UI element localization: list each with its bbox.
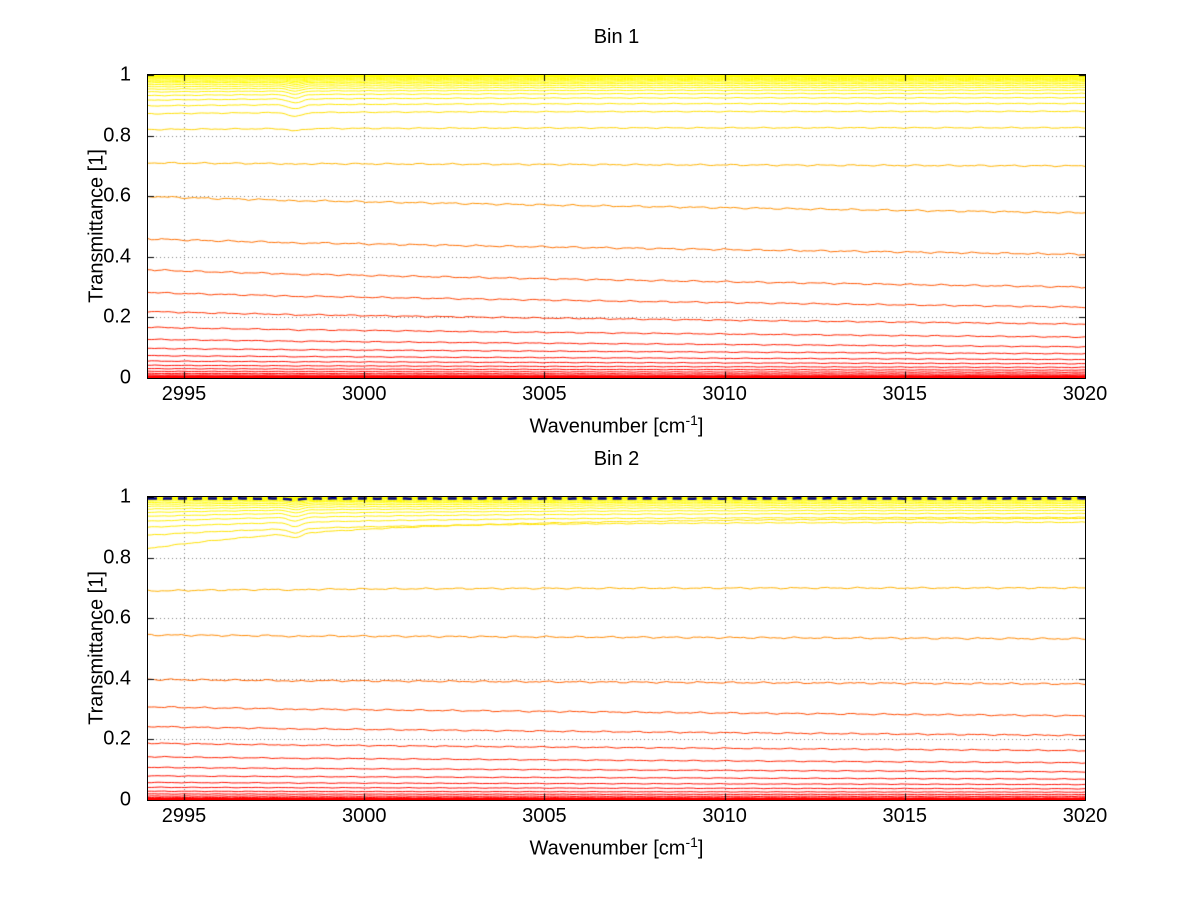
y-tick-label: 0.8 (103, 546, 131, 569)
x-tick-label: 2995 (161, 805, 207, 827)
x-axis-label-text: Wavenumber [cm (529, 415, 686, 438)
y-axis: 1 0.8 0.6 0.4 0.2 0 (0, 486, 139, 811)
x-tick-label: 3005 (522, 805, 567, 827)
y-axis: 1 0.8 0.6 0.4 0.2 0 (0, 64, 139, 389)
plot-title: Bin 1 (593, 26, 640, 48)
y-tick-label: 1 (119, 485, 131, 508)
x-axis-label: Wavenumber [cm-1] (148, 412, 1085, 439)
y-tick-label: 0.8 (103, 124, 131, 147)
x-tick-label: 3000 (341, 805, 387, 827)
y-tick-label: 0 (119, 366, 131, 389)
x-axis-label-text: Wavenumber [cm (529, 837, 686, 860)
x-tick-label: 3010 (702, 805, 747, 827)
x-tick-label: 3010 (702, 383, 747, 405)
x-tick-label: 3020 (1062, 805, 1108, 827)
x-tick-label: 3005 (522, 383, 567, 405)
x-axis-label-superscript: -1 (685, 412, 698, 428)
x-axis-label-close: ] (697, 415, 704, 438)
x-tick-label: 3015 (882, 383, 928, 405)
bin1-plot: Bin 1 Transmittance [1] 1 0.8 0.6 0.4 0.… (0, 0, 1200, 450)
x-tick-label: 3020 (1062, 383, 1108, 405)
bin2-plot: Bin 2 Transmittance [1] 1 0.8 0.6 0.4 0.… (0, 422, 1200, 872)
x-tick-label: 3015 (882, 805, 928, 827)
x-tick-label: 3000 (341, 383, 387, 405)
x-tick-label: 2995 (161, 383, 207, 405)
x-axis: 2995 3000 3005 3010 3015 3020 (148, 801, 1107, 829)
y-tick-label: 0 (119, 788, 131, 811)
x-axis-label-superscript: -1 (685, 834, 698, 850)
y-tick-label: 0.6 (103, 606, 131, 629)
x-axis-label: Wavenumber [cm-1] (148, 834, 1085, 861)
y-tick-label: 1 (119, 63, 131, 86)
y-tick-label: 0.6 (103, 184, 131, 207)
x-axis-label-close: ] (697, 837, 704, 860)
bin2-canvas (147, 496, 1086, 801)
y-tick-label: 0.2 (103, 305, 131, 328)
y-tick-label: 0.4 (103, 245, 131, 268)
plot-title: Bin 2 (593, 448, 640, 470)
x-axis: 2995 3000 3005 3010 3015 3020 (148, 379, 1107, 407)
bin1-canvas (147, 74, 1086, 379)
y-tick-label: 0.4 (103, 667, 131, 690)
y-tick-label: 0.2 (103, 727, 131, 750)
